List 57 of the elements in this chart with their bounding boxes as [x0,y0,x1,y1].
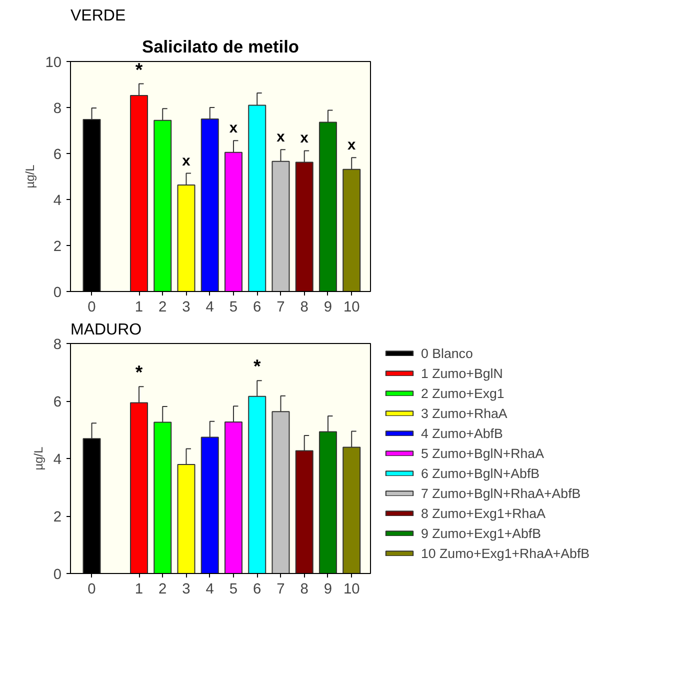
y-tick-label: 4 [53,193,62,209]
x-tick-label: 3 [182,300,190,316]
x-tick-label: 7 [276,300,285,316]
annotation: x [348,138,357,154]
x-tick-label: 6 [253,582,262,598]
x-tick-label: 7 [276,582,285,598]
x-tick-label: 2 [158,300,167,316]
legend-label: 2 Zumo+Exg1 [421,385,504,401]
legend-label: 10 Zumo+Exg1+RhaA+AbfB [421,545,590,561]
legend-label: 5 Zumo+BglN+RhaA [421,445,544,461]
x-tick-label: 2 [158,582,167,598]
chart-subtitle: VERDE [70,8,126,24]
x-tick-label: 9 [324,300,332,316]
x-tick-label: 8 [300,300,308,316]
y-tick-label: 0 [53,567,62,583]
annotation: * [135,58,144,80]
chart-title: Salicilato de metilo [142,36,299,56]
annotation: x [276,130,286,146]
legend-label: 8 Zumo+Exg1+RhaA [421,505,546,521]
legend-label: 0 Blanco [421,345,473,361]
annotation: x [300,130,310,147]
legend-label: 7 Zumo+BglN+RhaA+AbfB [421,485,581,501]
y-tick-label: 0 [53,285,62,301]
legend-label: 9 Zumo+Exg1+AbfB [421,525,542,541]
legend-label: 3 Zumo+RhaA [421,405,508,421]
y-tick-label: 6 [53,147,62,163]
x-tick-label: 4 [206,300,214,316]
x-tick-label: 8 [300,582,308,598]
legend-label: 6 Zumo+BglN+AbfB [421,465,540,481]
y-tick-label: 2 [53,510,62,526]
y-tick-label: 4 [53,452,62,468]
x-tick-label: 9 [324,582,332,598]
x-tick-label: 1 [134,582,144,598]
y-axis-title: µg/L [23,164,38,188]
x-tick-label: 5 [229,300,238,316]
y-tick-label: 6 [53,394,62,410]
x-tick-label: 5 [229,582,238,598]
x-tick-label: 0 [88,582,96,598]
x-tick-label: 6 [253,300,262,316]
y-tick-label: 8 [53,337,62,353]
annotation: x [229,120,238,137]
x-tick-label: 0 [88,300,96,316]
x-tick-label: 4 [206,582,214,598]
y-axis-title: µg/L [31,446,46,470]
annotation: x [182,153,192,170]
legend-label: 4 Zumo+AbfB [421,425,503,441]
y-tick-label: 2 [53,239,62,255]
x-tick-label: 10 [343,300,360,316]
chart-subtitle: MADURO [70,322,142,338]
legend-label: 1 Zumo+BglN [421,365,503,381]
y-tick-label: 8 [53,101,62,117]
x-tick-label: 1 [134,300,144,316]
x-tick-label: 10 [343,582,360,598]
x-tick-label: 3 [182,582,190,598]
annotation: * [135,362,144,383]
annotation: * [253,356,262,377]
y-tick-label: 10 [45,55,62,71]
